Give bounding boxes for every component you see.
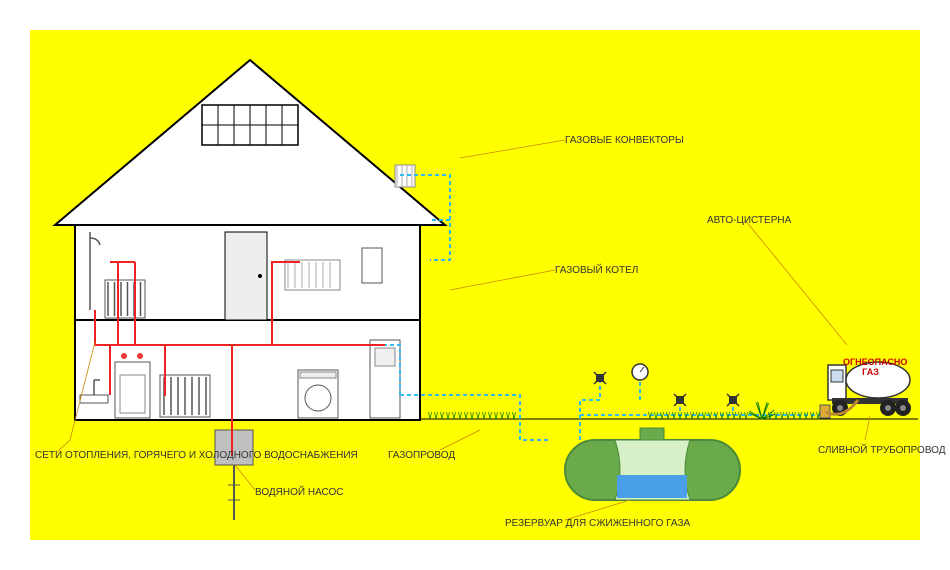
- label-auto-cistern: АВТО-ЦИСТЕРНА: [707, 215, 791, 227]
- label-gas-convectors: ГАЗОВЫЕ КОНВЕКТОРЫ: [565, 135, 684, 147]
- label-water-pump: ВОДЯНОЙ НАСОС: [255, 487, 344, 499]
- gas-supply-diagram: ГАЗОВЫЕ КОНВЕКТОРЫ АВТО-ЦИСТЕРНА ГАЗОВЫЙ…: [0, 0, 950, 570]
- warning-flammable: ОГНЕОПАСНО ГАЗ: [843, 358, 898, 378]
- label-gas-pipeline: ГАЗОПРОВОД: [388, 450, 455, 462]
- warning-line2: ГАЗ: [862, 367, 879, 377]
- diagram-svg: [0, 0, 950, 570]
- label-reservoir: РЕЗЕРВУАР ДЛЯ СЖИЖЕННОГО ГАЗА: [505, 518, 690, 530]
- label-heating-network: СЕТИ ОТОПЛЕНИЯ, ГОРЯЧЕГО И ХОЛОДНОГО ВОД…: [35, 450, 190, 462]
- warning-line1: ОГНЕОПАСНО: [843, 357, 907, 367]
- label-gas-boiler: ГАЗОВЫЙ КОТЕЛ: [555, 265, 638, 277]
- label-drain-pipe: СЛИВНОЙ ТРУБОПРОВОД: [818, 445, 918, 457]
